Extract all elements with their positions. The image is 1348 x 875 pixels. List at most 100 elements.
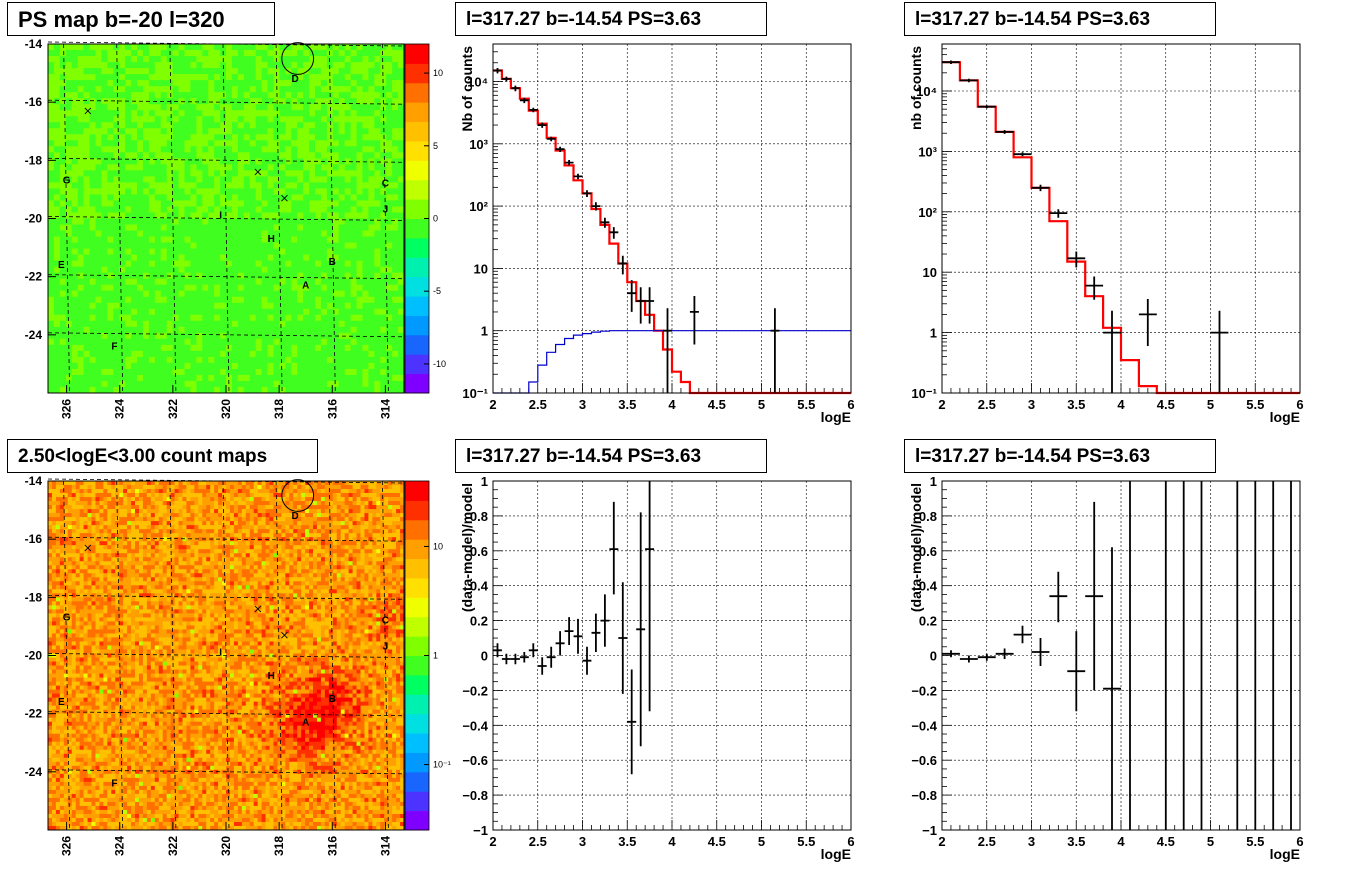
- data-point: [1031, 184, 1050, 192]
- data-point: [1103, 547, 1121, 830]
- x-tick-label: 2.5: [978, 397, 996, 412]
- y-tick-label: −0.6: [911, 753, 937, 768]
- heatmap-grid-b: [47, 711, 405, 717]
- data-point: [573, 173, 583, 180]
- source-label: F: [111, 341, 117, 352]
- colorbar-step: [405, 810, 429, 831]
- y-tick-label: -16: [25, 95, 43, 109]
- data-point: [1013, 625, 1032, 644]
- data-point: [995, 648, 1014, 659]
- colorbar-step: [405, 237, 429, 258]
- colorbar-step: [405, 519, 429, 540]
- ps-map-title: PS map b=-20 l=320: [7, 2, 275, 36]
- colorbar-step: [405, 616, 429, 637]
- y-tick-label: −0.8: [462, 788, 488, 803]
- source-label: J: [383, 642, 389, 653]
- data-points: [493, 481, 655, 775]
- data-point: [942, 650, 960, 658]
- colorbar-step: [405, 674, 429, 695]
- y-tick-label: −0.4: [462, 718, 488, 733]
- y-tick-label: -18: [25, 153, 43, 167]
- x-tick-label: 324: [113, 399, 127, 419]
- colorbar-tick-label: -5: [433, 286, 441, 296]
- y-tick-label: 0.8: [470, 509, 488, 524]
- colorbar-step: [405, 257, 429, 278]
- colorbar-step: [405, 276, 429, 297]
- source-label: I: [219, 211, 222, 222]
- colorbar-step: [405, 102, 429, 123]
- heatmap-grid-l: [328, 480, 336, 831]
- colorbar-step: [405, 315, 429, 336]
- x-tick-label: 314: [378, 836, 392, 856]
- colorbar-tick-label: 10: [433, 68, 443, 78]
- y-tick-label: 0.6: [470, 544, 488, 559]
- heatmap-grid-l: [63, 43, 70, 394]
- colorbar-tick-label: 10: [433, 541, 443, 551]
- data-point: [636, 287, 646, 324]
- x-tick-label: 2.5: [529, 834, 547, 849]
- heatmap-cells: [48, 44, 405, 394]
- data-point: [600, 594, 610, 647]
- plot-frame: [941, 480, 1301, 831]
- x-tick-label: 2: [489, 397, 496, 412]
- y-tick-label: -18: [25, 590, 43, 604]
- y-tick-label: 0.2: [470, 614, 488, 629]
- x-tick-label: 5.5: [797, 834, 815, 849]
- data-points: [493, 68, 780, 393]
- x-tick-label: 4.5: [708, 397, 726, 412]
- heatmap-grid: [47, 478, 405, 831]
- y-tick-label: −0.4: [911, 718, 937, 733]
- source-label: A: [302, 717, 309, 728]
- x-tick-label: 318: [272, 836, 286, 856]
- x-tick-label: 4.5: [1157, 834, 1175, 849]
- data-point: [1067, 251, 1086, 268]
- y-tick-label: -16: [25, 532, 43, 546]
- x-tick-label: 4: [1117, 834, 1125, 849]
- x-tick-label: 5: [1207, 834, 1214, 849]
- plot-residual_2: 2 2.5 3 3.5 4 4.5 5 5.5 6 −1 −0.8 −0.6 −0.4 −0.2 0 0.2 0…: [908, 474, 1304, 862]
- data-point: [609, 501, 619, 595]
- heatmap-grid-l: [169, 43, 177, 394]
- colorbar-step: [405, 199, 429, 219]
- heatmap-grid-b: [47, 594, 405, 600]
- y-tick-label: 0.4: [470, 579, 489, 594]
- data-points: [942, 60, 1229, 393]
- source-label: H: [268, 671, 275, 682]
- x-axis-label: logE: [1270, 846, 1300, 862]
- y-tick-label: −1: [922, 823, 937, 838]
- data-point: [1031, 638, 1050, 666]
- colorbar-step: [405, 597, 429, 618]
- red-step-series: [942, 61, 1300, 395]
- x-axis-label: logE: [821, 409, 851, 425]
- data-point: [645, 481, 655, 712]
- heatmap-grid: [47, 41, 405, 394]
- heatmap-grid-b: [47, 653, 405, 658]
- x-tick-label: 326: [60, 399, 74, 419]
- source-cross: [84, 107, 92, 115]
- heatmap-grid-l: [275, 43, 283, 394]
- plot-residual_1: 2 2.5 3 3.5 4 4.5 5 5.5 6 −1 −0.8 −0.6 −0.4 −0.2 0 0.2 0…: [459, 474, 855, 862]
- y-tick-label: 10²: [469, 199, 488, 214]
- x-tick-label: 2.5: [529, 397, 547, 412]
- x-tick-label: 322: [166, 399, 180, 419]
- data-point: [663, 308, 672, 393]
- colorbar-tick-label: 5: [433, 141, 438, 151]
- y-tick-label: -14: [25, 474, 43, 488]
- colorbar-tick-label: -10: [433, 359, 446, 369]
- source-label: I: [219, 648, 222, 659]
- data-point: [510, 85, 520, 92]
- x-tick-label: 320: [219, 836, 233, 856]
- data-point: [573, 618, 583, 654]
- colorbar-step: [405, 655, 429, 676]
- x-tick-label: 5: [758, 397, 765, 412]
- data-point: [645, 287, 655, 324]
- y-tick-label: 0.4: [919, 579, 938, 594]
- source-label: C: [382, 179, 389, 190]
- x-tick-label: 4: [668, 834, 676, 849]
- y-tick-label: −1: [473, 823, 488, 838]
- x-tick-label: 2: [489, 834, 496, 849]
- colorbar-step: [405, 713, 429, 734]
- source-cross: [281, 631, 288, 639]
- y-axis-label: Nb of counts: [459, 46, 475, 132]
- blue-step-series: [493, 330, 851, 394]
